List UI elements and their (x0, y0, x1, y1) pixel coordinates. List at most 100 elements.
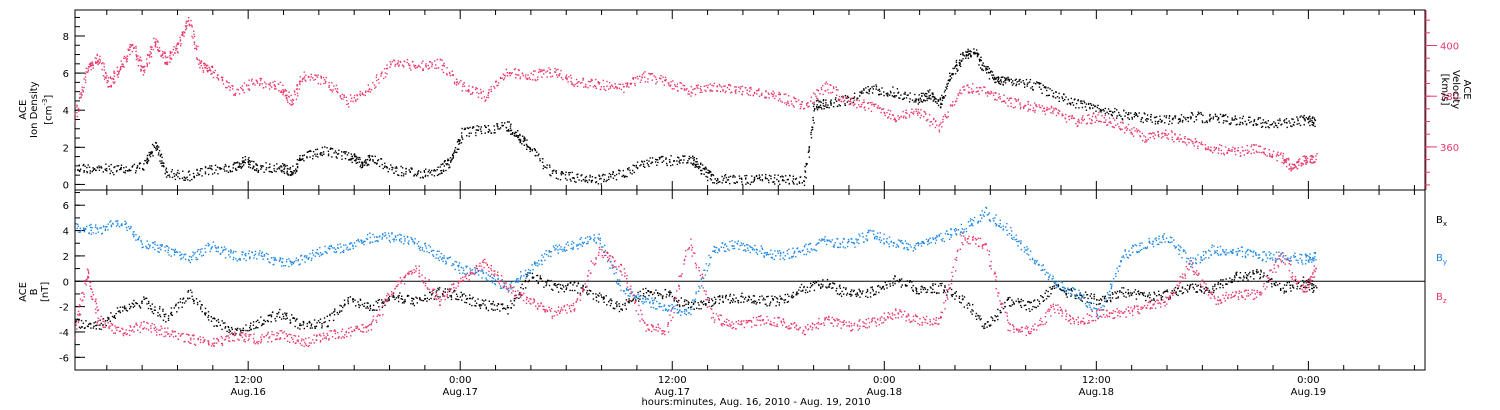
velocity-point (590, 78, 593, 81)
density-point (292, 165, 294, 167)
velocity-point (519, 77, 521, 80)
density-point (692, 164, 694, 166)
velocity-point (592, 86, 595, 88)
density-point (344, 152, 346, 155)
density-point (887, 95, 889, 97)
velocity-point (1061, 113, 1063, 115)
velocity-point (1023, 107, 1025, 109)
density-point (243, 160, 245, 162)
velocity-point (184, 25, 187, 27)
velocity-point (96, 53, 99, 56)
bx-point (563, 291, 565, 293)
velocity-point (1284, 160, 1286, 163)
velocity-point (898, 118, 900, 121)
bx-point (547, 279, 549, 281)
density-point (134, 172, 137, 174)
velocity-point (164, 63, 167, 65)
density-point (1241, 117, 1244, 120)
density-point (697, 163, 699, 165)
bx-point (776, 301, 779, 303)
density-point (1247, 119, 1250, 121)
velocity-point (413, 66, 416, 68)
bx-point (167, 317, 170, 320)
velocity-point (481, 97, 483, 99)
density-point (868, 90, 871, 92)
velocity-point (118, 71, 120, 73)
bx-point (439, 296, 441, 298)
bx-point (361, 303, 364, 306)
density-point (283, 167, 286, 169)
bx-point (725, 295, 727, 297)
density-point (193, 177, 196, 179)
density-point (1158, 120, 1160, 122)
bx-point (820, 287, 822, 289)
density-point (1032, 89, 1034, 91)
density-point (452, 155, 455, 157)
density-point (570, 180, 572, 182)
density-point (1081, 102, 1084, 105)
density-point (830, 104, 832, 106)
velocity-point (1192, 143, 1194, 145)
velocity-point (543, 73, 545, 75)
velocity-point (690, 91, 692, 94)
density-point (942, 97, 944, 99)
velocity-point (527, 74, 529, 76)
density-point (1186, 116, 1188, 119)
density-point (156, 148, 159, 151)
bx-point (308, 321, 310, 324)
density-point (810, 133, 812, 136)
density-point (1157, 121, 1159, 123)
velocity-point (89, 64, 92, 66)
bx-point (340, 305, 343, 307)
velocity-point (301, 80, 304, 83)
velocity-point (287, 101, 289, 103)
density-point (695, 163, 697, 166)
bx-point (1084, 291, 1087, 293)
density-point (455, 151, 457, 153)
bx-point (714, 301, 717, 303)
velocity-point (419, 66, 422, 68)
bx-point (603, 297, 605, 299)
bx-point (149, 305, 152, 307)
velocity-point (774, 97, 776, 100)
bx-point (113, 315, 116, 317)
velocity-point (1163, 132, 1166, 135)
velocity-point (1006, 97, 1009, 99)
velocity-point (1315, 158, 1317, 161)
density-point (155, 142, 157, 144)
density-point (1047, 94, 1049, 97)
density-point (307, 151, 309, 153)
density-point (1000, 83, 1002, 85)
velocity-point (905, 111, 907, 114)
bx-point (865, 291, 868, 294)
velocity-point (256, 80, 258, 83)
velocity-point (232, 88, 234, 90)
density-point (612, 173, 614, 175)
velocity-point (359, 93, 361, 95)
velocity-point (95, 62, 97, 64)
density-point (251, 160, 253, 162)
density-point (887, 93, 889, 95)
bx-point (1020, 300, 1022, 303)
bx-point (632, 298, 635, 300)
bx-point (294, 320, 297, 322)
velocity-point (179, 45, 182, 47)
density-point (295, 170, 298, 173)
density-point (1045, 87, 1047, 89)
density-point (883, 94, 885, 97)
velocity-point (210, 73, 212, 75)
density-point (424, 175, 426, 178)
velocity-point (217, 77, 219, 80)
bx-point (329, 313, 331, 316)
bx-point (877, 285, 880, 287)
bx-point (450, 298, 453, 301)
velocity-point (142, 66, 145, 68)
velocity-point (504, 75, 507, 77)
density-point (576, 173, 578, 176)
bx-point (629, 300, 631, 302)
density-point (739, 177, 741, 180)
velocity-point (1220, 153, 1223, 155)
velocity-point (1253, 152, 1255, 154)
bx-point (516, 297, 518, 299)
velocity-point (84, 73, 87, 75)
